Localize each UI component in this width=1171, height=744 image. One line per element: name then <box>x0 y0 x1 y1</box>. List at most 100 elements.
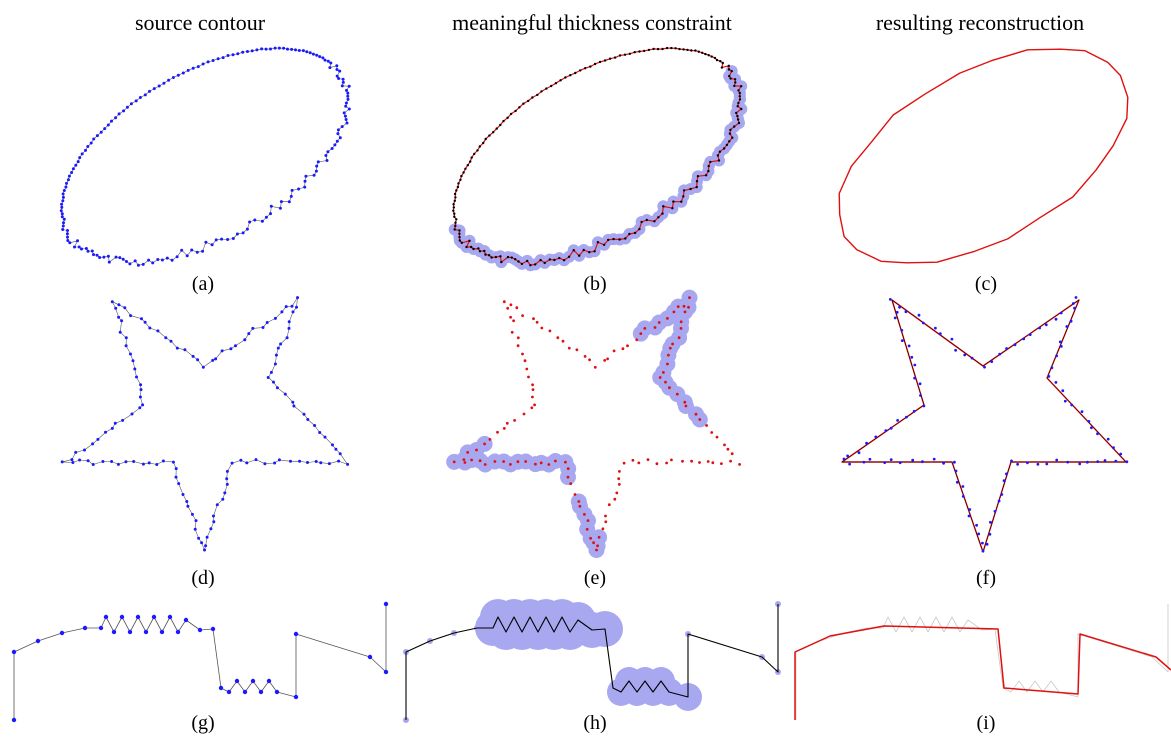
star-source-point <box>174 475 178 479</box>
star-result-point <box>1036 462 1040 466</box>
star-point <box>606 357 609 361</box>
ellipse-point <box>527 99 530 103</box>
ellipse-point <box>569 74 572 77</box>
star-source-point <box>261 326 265 329</box>
ellipse-source-point <box>264 47 268 51</box>
star-point <box>515 306 519 310</box>
ellipse-point <box>492 131 495 134</box>
star-point <box>534 462 537 466</box>
ellipse-source-point <box>335 139 339 143</box>
ellipse-source-point <box>347 107 351 111</box>
star-source-point <box>247 332 251 336</box>
star-point <box>569 482 573 485</box>
ellipse-point <box>550 84 553 88</box>
ellipse-source-point <box>95 253 99 257</box>
ellipse-point <box>462 171 465 174</box>
ellipse-point <box>737 101 740 105</box>
star-result-point <box>1016 462 1019 466</box>
star-source-point <box>110 300 114 304</box>
ellipse-source-point <box>301 49 305 53</box>
star-result-point <box>918 382 922 386</box>
star-source-point <box>220 349 224 353</box>
ellipse-source-point <box>60 215 64 219</box>
ellipse-source-point <box>162 81 166 85</box>
star-result-point <box>997 499 1001 503</box>
star-source-point <box>177 482 181 486</box>
ellipse-point <box>584 67 587 70</box>
star-result-outline <box>841 299 1127 553</box>
ellipse-source-point <box>308 51 312 55</box>
star-point <box>726 447 730 451</box>
ellipse-source-point <box>329 61 333 65</box>
ellipse-point <box>670 46 673 50</box>
star-result-point <box>919 394 922 397</box>
ellipse-source-point <box>314 169 318 173</box>
ellipse-point <box>721 61 724 65</box>
star-source-point <box>289 459 292 463</box>
ellipse-point <box>719 60 722 63</box>
star-point <box>593 365 597 369</box>
star-point <box>592 541 595 545</box>
star-result-point <box>993 510 997 513</box>
star-source-point <box>223 491 227 495</box>
star-result-line <box>841 299 1127 553</box>
ellipse-point <box>453 228 456 231</box>
curve-thickness <box>403 599 781 723</box>
ellipse-point <box>553 258 556 262</box>
star-result-point <box>1063 399 1067 403</box>
curve-source-point <box>266 678 272 684</box>
ellipse-point <box>738 98 742 101</box>
star-point <box>496 430 499 434</box>
ellipse-source-point <box>181 71 185 75</box>
star-result-point <box>921 321 925 325</box>
caption-c: (c) <box>974 273 998 295</box>
ellipse-source-point <box>84 247 88 250</box>
star-source-point <box>86 459 90 463</box>
ellipse-source-point <box>273 46 277 50</box>
ellipse-source-point <box>95 134 99 138</box>
star-result-point <box>950 337 954 341</box>
ellipse-source-point <box>231 237 235 240</box>
ellipse-source-point <box>328 66 332 70</box>
star-result-point <box>913 376 916 380</box>
curve-source-point <box>274 689 280 695</box>
star-source-point <box>327 462 331 466</box>
ellipse-point <box>464 167 467 170</box>
ellipse-point <box>603 59 607 62</box>
star-point <box>618 470 621 473</box>
title-thickness-constraint: meaningful thickness constraint <box>452 10 732 35</box>
star-result-point <box>1103 459 1107 462</box>
ellipse-point <box>682 48 685 51</box>
star-result-point <box>970 356 974 360</box>
ellipse-source-point <box>286 47 289 51</box>
star-result-point <box>1061 389 1065 393</box>
ellipse-point <box>518 106 521 109</box>
star-result-point <box>857 451 861 455</box>
ellipse-source-point <box>255 48 259 52</box>
ellipse-point <box>682 189 686 192</box>
star-point <box>622 461 626 465</box>
star-result-point <box>868 457 872 461</box>
curve-source-point <box>127 629 133 635</box>
ellipse-point <box>514 258 517 261</box>
curve-source-point <box>159 629 165 635</box>
ellipse-point <box>455 189 458 192</box>
star-point <box>615 491 619 495</box>
star-source-point <box>124 336 128 340</box>
curve-source-point <box>226 689 232 695</box>
curve-source-point <box>143 629 149 635</box>
title-source-contour: source contour <box>134 10 266 35</box>
star-point <box>613 497 617 501</box>
ellipse-source-point <box>226 238 230 241</box>
star-result-point <box>896 419 899 422</box>
ellipse-source-point <box>338 136 342 140</box>
ellipse-point <box>665 46 669 50</box>
ellipse-point <box>674 47 677 50</box>
ellipse-source-point <box>211 59 215 62</box>
ellipse-source-point <box>345 88 348 92</box>
ellipse-source-point <box>221 56 225 60</box>
ellipse-source-point <box>303 179 307 183</box>
star-source-point <box>263 462 267 466</box>
ellipse-point <box>543 261 546 265</box>
ellipse-point <box>662 205 665 208</box>
